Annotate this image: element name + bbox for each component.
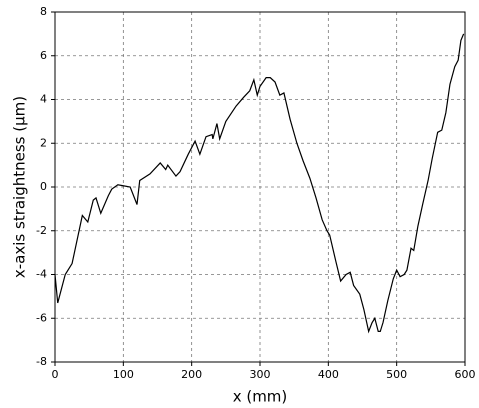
y-tick-label: 4 [40, 93, 47, 106]
y-tick-label: 0 [40, 180, 47, 193]
plot-frame [54, 11, 466, 363]
x-tick-label: 300 [250, 368, 271, 381]
y-tick-label: 6 [40, 49, 47, 62]
y-tick-label: -8 [36, 355, 47, 368]
y-axis-label: x-axis straightness (μm) [11, 96, 29, 278]
y-tick-label: -4 [36, 268, 47, 281]
y-tick-label: -2 [36, 224, 47, 237]
data-line [54, 33, 465, 334]
x-tick-label: 600 [455, 368, 476, 381]
y-tick-label: 2 [40, 136, 47, 149]
x-axis-label: x (mm) [233, 388, 288, 406]
x-tick-label: 400 [318, 368, 339, 381]
x-tick-label: 200 [181, 368, 202, 381]
x-tick-label: 0 [52, 368, 59, 381]
y-tick-label: 8 [40, 5, 47, 18]
x-tick-label: 100 [113, 368, 134, 381]
y-tick-label: -6 [36, 311, 47, 324]
x-tick-label: 500 [386, 368, 407, 381]
